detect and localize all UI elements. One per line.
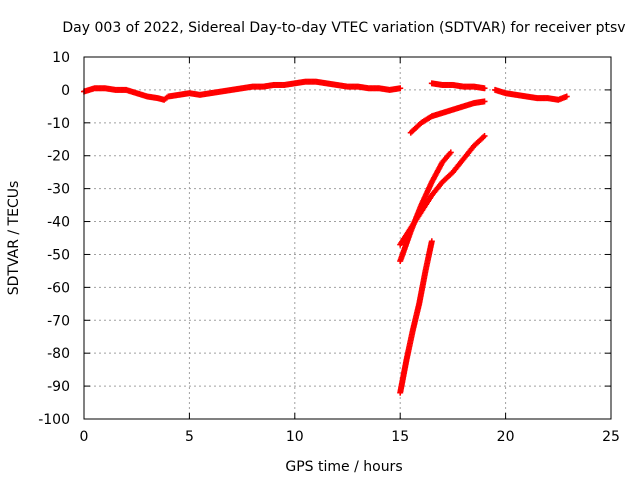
x-tick-label: 25 (602, 429, 620, 445)
y-tick-label: -60 (47, 280, 70, 296)
x-tick-label: 5 (185, 429, 194, 445)
y-axis-label: SDTVAR / TECUs (6, 181, 22, 296)
data-series-2 (428, 80, 488, 92)
plot-frame (83, 56, 612, 420)
data-series-7 (397, 238, 435, 396)
y-tick-label: -70 (47, 313, 70, 329)
data-series-4 (407, 98, 488, 136)
y-tick-label: -100 (38, 412, 70, 428)
x-axis-label: GPS time / hours (285, 459, 402, 475)
y-tick-label: -40 (47, 215, 70, 231)
x-tick-label: 0 (80, 429, 89, 445)
grid (84, 57, 611, 419)
y-tick-label: -50 (47, 247, 70, 263)
data-series-5 (397, 132, 488, 248)
x-tick-label: 20 (497, 429, 515, 445)
chart-title: Day 003 of 2022, Sidereal Day-to-day VTE… (62, 20, 625, 36)
x-tick-label: 10 (286, 429, 304, 445)
data-series-6 (397, 149, 454, 265)
y-tick-label: -20 (47, 149, 70, 165)
y-tick-label: -10 (47, 116, 70, 132)
y-tick-label: -30 (47, 182, 70, 198)
x-tick-label: 15 (391, 429, 409, 445)
axis-ticks: 0 5 10 15 20 25 10 0 -10 -20 -30 -40 -50 -60 -70 -80 -90… (38, 50, 620, 445)
data-series-1 (81, 78, 404, 103)
y-tick-label: -80 (47, 346, 70, 362)
y-tick-label: -90 (47, 379, 70, 395)
y-tick-label: 0 (61, 83, 70, 99)
data-series-3 (492, 86, 570, 103)
y-tick-label: 10 (52, 50, 70, 66)
data-points (81, 78, 570, 396)
